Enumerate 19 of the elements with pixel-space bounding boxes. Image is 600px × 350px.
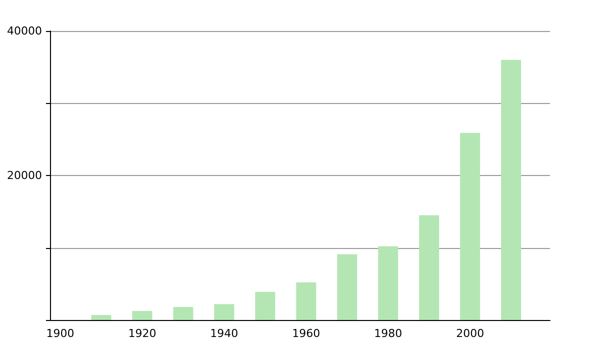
bar (460, 132, 480, 320)
bar (419, 215, 440, 320)
x-tick-label: 1980 (374, 327, 402, 340)
x-tick-label: 1900 (46, 327, 74, 340)
bar (132, 310, 152, 320)
y-tick-label: 40000 (7, 24, 42, 38)
bar (91, 314, 112, 320)
y-tick-label: 20000 (7, 169, 42, 182)
x-tick-label: 1920 (128, 327, 156, 340)
bar (337, 254, 358, 320)
bar (255, 292, 276, 320)
x-tick-label: 1940 (210, 327, 238, 340)
bar (378, 246, 398, 320)
bar (501, 60, 522, 320)
bar (214, 304, 234, 320)
x-tick-label: 2000 (456, 327, 484, 340)
bar (173, 306, 194, 320)
bar (296, 282, 316, 320)
x-tick-label: 1960 (292, 327, 320, 340)
